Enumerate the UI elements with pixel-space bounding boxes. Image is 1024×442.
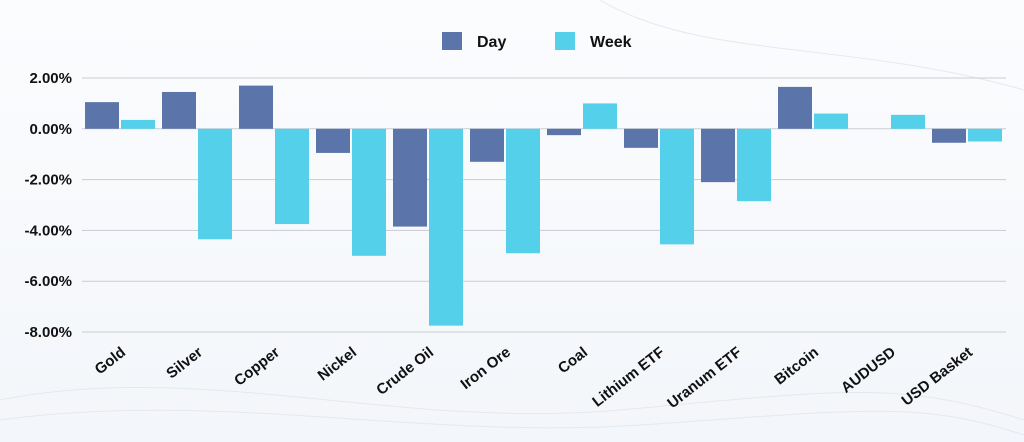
x-tick-label: Iron Ore [458,344,514,393]
x-tick-label: Copper [231,344,283,390]
x-tick-label: Bitcoin [771,344,822,389]
bar-week-usd-basket [968,128,1002,142]
legend-swatch-day [442,32,462,50]
y-tick-label: 0.00% [29,121,72,138]
gridlines [82,77,1006,333]
legend-label-day: Day [477,34,506,51]
bar-week-lithium-etf [660,128,694,245]
y-tick-label: -4.00% [24,222,72,239]
bar-day-copper [239,85,273,129]
bar-day-uranum-etf [701,128,735,183]
bar-day-silver [162,91,196,129]
legend-swatch-week [555,32,575,50]
x-tick-label: Coal [555,344,591,377]
x-tick-label: Gold [92,344,129,378]
bar-week-gold [121,119,155,129]
bar-week-crude-oil [429,128,463,326]
bar-week-uranum-etf [737,128,771,202]
x-tick-label: Silver [163,344,206,383]
bar-week-iron-ore [506,128,540,254]
bar-day-iron-ore [470,128,504,162]
bar-week-bitcoin [814,113,848,129]
x-tick-label: USD Basket [898,344,975,410]
bar-week-coal [583,103,617,129]
x-tick-label: Crude Oil [373,344,437,399]
y-tick-label: -2.00% [24,172,72,189]
bar-day-gold [85,102,119,129]
bar-day-usd-basket [932,128,966,143]
bar-day-nickel [316,128,350,153]
bar-day-bitcoin [778,86,812,129]
bars [85,85,1002,326]
x-tick-label: Lithium ETF [589,344,668,411]
bar-week-silver [198,128,232,240]
bar-day-lithium-etf [624,128,658,148]
bar-week-copper [275,128,309,225]
x-tick-label: AUDUSD [838,344,899,397]
bar-day-crude-oil [393,128,427,227]
y-axis-ticks: 2.00% 0.00% -2.00% -4.00% -6.00% -8.00% [24,70,72,341]
bar-week-nickel [352,128,386,256]
bar-week-audusd [891,114,925,129]
legend: Day Week [442,32,632,51]
y-tick-label: 2.00% [29,70,72,87]
legend-label-week: Week [590,34,632,51]
x-tick-label: Nickel [315,344,360,385]
y-tick-label: -8.00% [24,324,72,341]
bar-day-coal [547,128,581,136]
x-axis-labels: Gold Silver Copper Nickel Crude Oil Iron Ore C… [92,344,976,412]
y-tick-label: -6.00% [24,273,72,290]
